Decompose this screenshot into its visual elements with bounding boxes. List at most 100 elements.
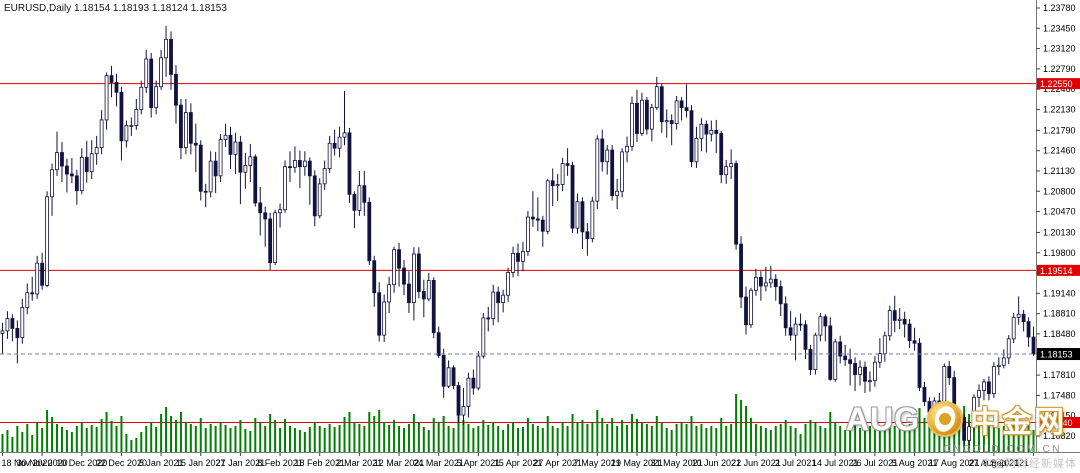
- candle-bullish: [317, 183, 322, 217]
- candle-bearish: [203, 190, 208, 193]
- time-axis-label[interactable]: 31 May 2021: [651, 458, 703, 468]
- volume-bar: [854, 424, 857, 452]
- volume-bar: [432, 418, 435, 452]
- volume-bar: [323, 428, 326, 452]
- time-axis-label[interactable]: 15 Jan 2021: [176, 458, 226, 468]
- volume-bar: [1012, 418, 1015, 452]
- volume-bar: [512, 422, 515, 452]
- candle-bullish: [625, 145, 629, 153]
- volume-bar: [165, 407, 168, 452]
- price-axis-label[interactable]: 1.17150: [1043, 411, 1076, 421]
- candle-bearish: [679, 100, 684, 109]
- time-axis-label[interactable]: 18 Feb 2021: [294, 458, 345, 468]
- candle-bullish: [972, 396, 976, 428]
- volume-bar: [338, 425, 341, 452]
- candle-bullish: [654, 86, 659, 109]
- time-axis-label[interactable]: 8 Sep 2021: [983, 458, 1029, 468]
- candle-bullish: [476, 355, 481, 389]
- candle-bearish: [644, 99, 649, 130]
- volume-bar: [90, 425, 93, 452]
- volume-bar: [115, 426, 118, 452]
- price-axis-label[interactable]: 1.21790: [1043, 125, 1076, 135]
- volume-bar: [155, 427, 158, 452]
- time-axis-label[interactable]: 2 Mar 2021: [337, 458, 383, 468]
- price-axis-label[interactable]: 1.20470: [1043, 207, 1076, 217]
- candle-bullish: [337, 136, 342, 149]
- time-axis-label[interactable]: 8 Feb 2021: [257, 458, 303, 468]
- time-axis-label[interactable]: 10 Dec 2020: [56, 458, 107, 468]
- current-price-tag-text: 1.18153: [1040, 350, 1073, 360]
- candle-bearish: [253, 156, 258, 204]
- volume-bar: [26, 424, 29, 452]
- candle-bearish: [823, 316, 828, 327]
- time-axis-label[interactable]: 5 Jan 2021: [139, 458, 184, 468]
- candle-bearish: [188, 112, 193, 144]
- time-axis-label[interactable]: 15 Apr 2021: [494, 458, 543, 468]
- price-axis-label[interactable]: 1.19140: [1043, 288, 1076, 298]
- candle-bearish: [114, 82, 119, 93]
- time-axis-label[interactable]: 22 Jun 2021: [731, 458, 781, 468]
- price-axis-label[interactable]: 1.20130: [1043, 227, 1076, 237]
- time-axis-label[interactable]: 2 Jul 2021: [775, 458, 817, 468]
- price-axis-label[interactable]: 1.17810: [1043, 370, 1076, 380]
- volume-bar: [517, 428, 519, 452]
- volume-bar: [56, 424, 59, 452]
- price-axis-label[interactable]: 1.23120: [1043, 44, 1076, 54]
- candle-bullish: [620, 151, 624, 192]
- level-price-tag-text: 1.17040: [1040, 418, 1073, 428]
- time-axis-label[interactable]: 12 Mar 2021: [374, 458, 425, 468]
- time-axis-label[interactable]: 27 Apr 2021: [533, 458, 582, 468]
- candle-bearish: [773, 278, 778, 287]
- volume-bar: [541, 428, 544, 452]
- candle-bearish: [853, 363, 857, 375]
- candle-bearish: [312, 175, 317, 217]
- price-axis-label[interactable]: 1.22130: [1043, 104, 1076, 114]
- volume-bar: [938, 428, 941, 452]
- price-axis-label[interactable]: 1.16820: [1043, 431, 1076, 441]
- volume-bar: [65, 430, 68, 452]
- time-axis-label[interactable]: 18 Nov 2020: [1, 458, 52, 468]
- time-axis-label[interactable]: 19 May 2021: [611, 458, 663, 468]
- price-axis-label[interactable]: 1.20800: [1043, 186, 1076, 196]
- price-axis-label[interactable]: 1.19800: [1043, 248, 1076, 258]
- time-axis-label[interactable]: 30 Nov 2020: [17, 458, 68, 468]
- price-axis-label[interactable]: 1.18810: [1043, 309, 1076, 319]
- time-axis-label[interactable]: 5 Aug 2021: [892, 458, 938, 468]
- candle-bullish: [521, 251, 525, 262]
- volume-bar: [521, 427, 524, 452]
- volume-bar: [46, 410, 49, 452]
- time-axis-label[interactable]: 10 Jun 2021: [692, 458, 742, 468]
- candle-bearish: [109, 75, 114, 83]
- candle-bearish: [744, 296, 748, 326]
- volume-bar: [804, 424, 807, 452]
- price-axis-label[interactable]: 1.22460: [1043, 84, 1076, 94]
- candle-bullish: [506, 272, 510, 296]
- candle-bullish: [89, 153, 94, 172]
- time-axis-label[interactable]: 5 Apr 2021: [457, 458, 501, 468]
- candle-bullish: [526, 216, 530, 252]
- candle-bearish: [734, 163, 739, 245]
- candle-bullish: [426, 280, 431, 300]
- price-axis-label[interactable]: 1.21130: [1043, 166, 1075, 176]
- volume-bar: [75, 426, 78, 452]
- candle-bullish: [412, 253, 416, 303]
- price-axis-label[interactable]: 1.22790: [1043, 64, 1076, 74]
- time-axis-label[interactable]: 14 Jul 2021: [812, 458, 859, 468]
- volume-bar: [987, 426, 990, 452]
- time-axis-label[interactable]: 27 Jan 2021: [216, 458, 266, 468]
- volume-bar: [789, 426, 792, 452]
- time-axis-label[interactable]: 7 May 2021: [574, 458, 621, 468]
- candle-bullish: [243, 165, 248, 173]
- price-axis-label[interactable]: 1.23780: [1043, 3, 1076, 13]
- time-axis-label[interactable]: 27 Aug 2021: [969, 458, 1020, 468]
- volume-bar: [388, 425, 391, 452]
- price-axis-label[interactable]: 1.17480: [1043, 390, 1076, 400]
- price-axis-label[interactable]: 1.23450: [1043, 23, 1076, 33]
- time-axis-label[interactable]: 17 Aug 2021: [929, 458, 980, 468]
- price-axis-label[interactable]: 1.18480: [1043, 329, 1076, 339]
- time-axis-label[interactable]: 26 Jul 2021: [852, 458, 899, 468]
- time-axis-label[interactable]: 22 Dec 2020: [96, 458, 147, 468]
- price-axis-label[interactable]: 1.21460: [1043, 146, 1076, 156]
- time-axis-label[interactable]: 24 Mar 2021: [413, 458, 464, 468]
